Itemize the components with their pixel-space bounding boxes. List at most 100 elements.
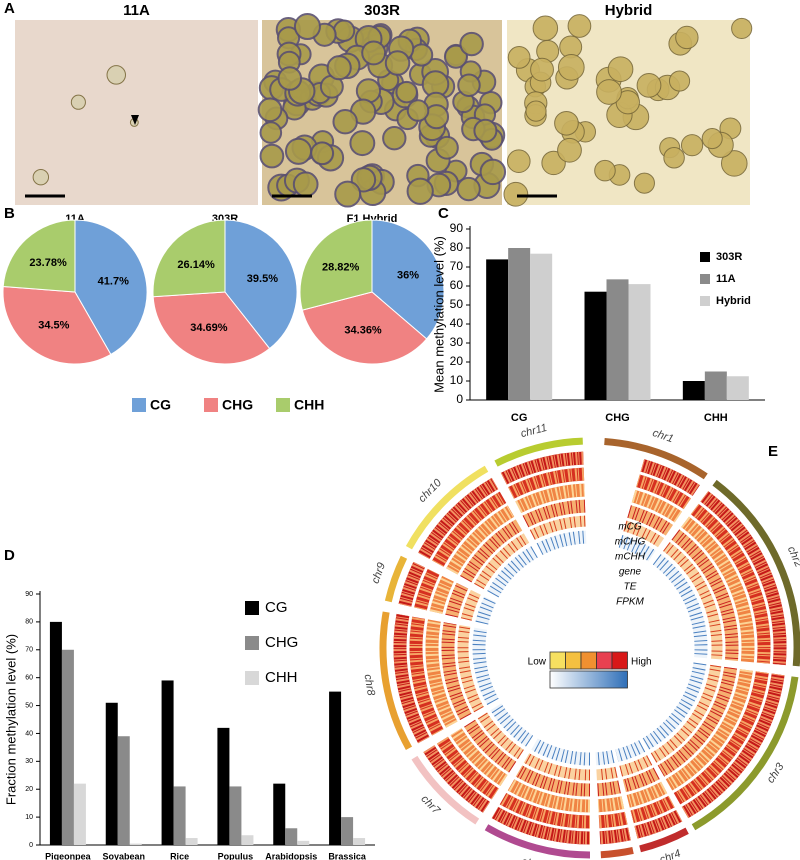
legend-swatch — [245, 671, 259, 685]
arrowhead — [131, 115, 139, 125]
chromosome-label: chr1 — [651, 427, 675, 445]
bar — [73, 783, 86, 845]
heatmap-stripes — [657, 666, 738, 777]
heatmap-track — [596, 780, 621, 797]
heatmap-stripes — [690, 503, 771, 664]
heatmap-stripes — [673, 671, 769, 805]
pollen-grain — [395, 80, 418, 104]
data-label: 39.5% — [247, 273, 278, 285]
y-tick-label: 0 — [456, 392, 463, 406]
pollen-grain — [443, 44, 469, 69]
pollen-grain — [596, 79, 622, 105]
pollen-grain — [292, 171, 319, 198]
heatmap-stripes — [630, 795, 675, 824]
legend-label: CHH — [294, 397, 324, 413]
heatmap-stripes — [472, 627, 499, 705]
bar — [49, 621, 62, 845]
legend-swatch — [611, 651, 628, 670]
heatmap-stripes — [409, 616, 444, 736]
bar — [229, 786, 242, 845]
panel-label: A — [4, 0, 15, 17]
heatmap-track — [487, 546, 538, 598]
y-axis-label: Fraction methylation level (%) — [3, 634, 18, 805]
legend-swatch — [204, 398, 218, 412]
heatmap-track — [671, 529, 739, 661]
bar — [704, 371, 727, 400]
y-tick-label: 50 — [450, 297, 464, 311]
legend-label: Hybrid — [716, 295, 751, 307]
pollen-grain — [479, 158, 507, 186]
legend-label: CG — [150, 397, 171, 413]
heatmap-stripes — [596, 780, 621, 797]
chromosome-arc — [712, 479, 800, 667]
bar — [241, 835, 254, 845]
panel-label: D — [4, 547, 15, 564]
pollen-grain — [633, 172, 655, 194]
track-label: FPKM — [616, 597, 644, 608]
chromosome-label: chr2 — [785, 545, 800, 569]
x-tick-label: CHG — [605, 412, 629, 424]
x-tick-label: Pigeonpea — [45, 851, 92, 860]
pollen-grain — [680, 134, 704, 157]
pollen-grain — [530, 57, 554, 82]
pollen-grain — [668, 70, 691, 92]
chromosome-arc — [600, 847, 634, 859]
pollen-grain — [532, 15, 559, 41]
x-tick-label: Brassica — [328, 851, 367, 860]
bar — [105, 702, 118, 845]
bar — [217, 727, 230, 845]
pie-slice — [224, 219, 298, 350]
legend-swatch — [700, 274, 710, 284]
panel-label: E — [768, 443, 778, 460]
heatmap-stripes — [393, 613, 430, 744]
heatmap-stripes — [595, 750, 615, 766]
x-tick-label: Rice — [170, 851, 189, 860]
bar — [584, 291, 607, 400]
data-label: 28.82% — [322, 262, 360, 274]
heatmap-stripes — [423, 745, 491, 813]
pollen-grain — [106, 65, 127, 85]
photo — [15, 20, 258, 205]
pollen-grain — [382, 126, 407, 151]
data-label: 26.14% — [177, 259, 215, 271]
data-label: 34.36% — [344, 324, 382, 336]
chromosome-arc — [411, 755, 480, 825]
pollen-grain — [731, 17, 753, 40]
heatmap-stripes — [622, 767, 660, 793]
pollen-grain — [384, 50, 411, 76]
pollen-grain — [406, 99, 430, 122]
pollen-grain — [457, 73, 481, 97]
pollen-grain — [567, 14, 592, 38]
legend-swatch — [565, 651, 582, 670]
legend-gradient — [549, 670, 628, 689]
y-tick-label: 60 — [25, 675, 33, 682]
pollen-grain — [459, 31, 484, 57]
heatmap-stripes — [619, 755, 653, 777]
legend-swatch — [700, 252, 710, 262]
bar — [161, 680, 174, 845]
heatmap-stripes — [681, 673, 785, 819]
legend-swatch — [245, 636, 259, 650]
heatmap-stripes — [432, 491, 507, 567]
bar — [117, 736, 130, 845]
pollen-grain — [701, 128, 723, 150]
bar — [682, 381, 705, 400]
chromosome-arc — [604, 438, 708, 480]
heatmap-stripes — [618, 535, 656, 562]
y-tick-label: 80 — [450, 240, 464, 254]
y-tick-label: 40 — [25, 730, 33, 737]
bar — [726, 376, 749, 400]
heatmap-stripes — [631, 489, 682, 523]
chromosome-arc — [639, 827, 689, 853]
track-label: mCG — [618, 522, 642, 533]
heatmap-track — [650, 664, 722, 763]
pollen-grain — [284, 137, 313, 165]
pollen-grain — [326, 55, 352, 81]
x-tick-label: Populus — [218, 851, 254, 860]
chromosome-label: chr11 — [519, 422, 548, 440]
heatmap-stripes — [598, 811, 628, 829]
pollen-grain — [675, 25, 699, 50]
panel-label: B — [4, 205, 15, 222]
heatmap-stripes — [418, 477, 499, 560]
